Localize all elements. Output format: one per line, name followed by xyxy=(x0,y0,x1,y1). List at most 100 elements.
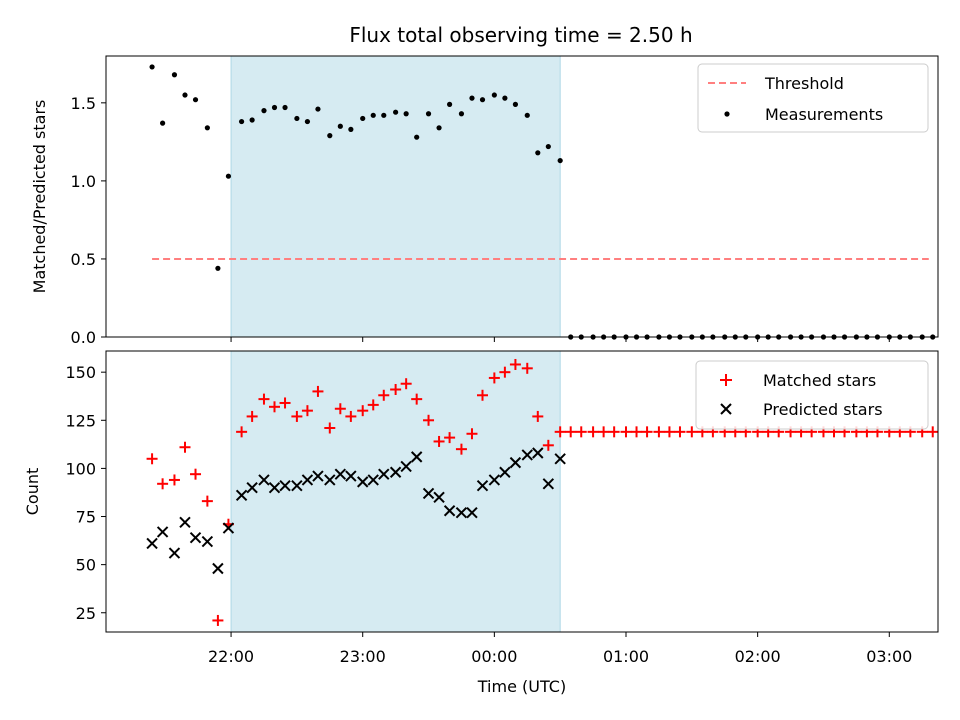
measurement-point xyxy=(512,101,519,107)
measurement-point xyxy=(381,112,387,118)
matched-star-point xyxy=(212,614,224,626)
measurement-point xyxy=(282,104,288,111)
matched-star-point xyxy=(279,397,291,409)
legend-measurement-label: Measurements xyxy=(765,105,883,124)
y-tick-label: 50 xyxy=(76,556,96,575)
matched-star-point xyxy=(179,441,191,453)
legend-box xyxy=(695,360,929,430)
matched-star-point xyxy=(674,426,686,438)
matched-star-point xyxy=(631,426,643,438)
measurement-point xyxy=(315,106,321,112)
measurement-point xyxy=(271,104,278,111)
matched-star-point xyxy=(477,389,489,401)
matched-star-point xyxy=(444,432,456,444)
matched-star-point xyxy=(291,410,303,422)
predicted-star-point xyxy=(168,547,181,559)
measurement-point xyxy=(204,125,210,131)
matched-star-point xyxy=(378,389,390,401)
predicted-star-point xyxy=(146,537,158,550)
matched-star-point xyxy=(367,399,379,411)
top-shaded-span xyxy=(230,55,561,338)
matched-star-point xyxy=(532,410,544,422)
matched-star-point xyxy=(499,366,511,378)
matched-star-point xyxy=(345,410,357,422)
predicted-star-point xyxy=(268,481,281,494)
measurement-point xyxy=(249,117,255,123)
count-points xyxy=(146,358,939,626)
predicted-star-point xyxy=(389,466,402,478)
matched-star-point xyxy=(575,426,587,438)
measurement-point xyxy=(557,157,563,164)
matched-star-point xyxy=(269,401,281,413)
predicted-star-point xyxy=(488,474,501,486)
predicted-star-point xyxy=(345,470,357,482)
matched-star-point xyxy=(146,453,158,465)
predicted-star-point xyxy=(222,522,235,534)
predicted-star-point xyxy=(532,447,544,459)
matched-star-point xyxy=(301,405,313,417)
measurement-point xyxy=(215,265,221,271)
matched-star-point xyxy=(400,378,412,390)
matched-star-point xyxy=(246,410,258,422)
predicted-star-point xyxy=(400,460,412,473)
measurement-point xyxy=(491,92,497,98)
predicted-star-point xyxy=(235,489,248,502)
measurement-point xyxy=(360,115,366,122)
measurement-point xyxy=(458,111,465,117)
measurement-point xyxy=(535,150,541,156)
legend-matched-label: Matched stars xyxy=(763,371,876,390)
measurement-point xyxy=(436,125,442,131)
matched-star-point xyxy=(411,393,423,405)
matched-star-point xyxy=(334,403,346,415)
matched-star-point xyxy=(488,372,500,384)
predicted-star-point xyxy=(279,480,291,492)
bottom-y-axis-label: Count xyxy=(23,468,42,516)
measurement-point xyxy=(238,118,245,125)
matched-star-point xyxy=(201,495,213,507)
measurement-points xyxy=(149,64,936,340)
predicted-star-point xyxy=(334,468,347,480)
y-tick-label: 150 xyxy=(65,363,96,382)
matched-star-point xyxy=(521,362,533,374)
legend-measurement-swatch xyxy=(724,111,730,117)
predicted-star-point xyxy=(455,506,468,519)
matched-star-point xyxy=(423,414,435,426)
matched-star-point xyxy=(554,426,566,438)
matched-star-point xyxy=(236,426,248,438)
bottom-panel: 25 50 75 100 125 150 22:00 23:00 00:00 01:00 02:0… xyxy=(23,350,939,696)
measurement-point xyxy=(524,112,530,118)
legend-threshold-label: Threshold xyxy=(764,74,844,93)
matched-star-point xyxy=(312,385,324,397)
measurement-point xyxy=(149,64,155,70)
legend-predicted-label: Predicted stars xyxy=(763,400,883,419)
y-tick-label: 0.0 xyxy=(71,328,96,347)
predicted-star-point xyxy=(324,474,336,486)
matched-star-point xyxy=(663,426,675,438)
matched-star-point xyxy=(587,426,599,438)
predicted-star-point xyxy=(422,487,435,500)
x-axis-label: Time (UTC) xyxy=(477,677,566,696)
measurement-point xyxy=(261,108,267,114)
matched-star-point xyxy=(168,474,180,486)
predicted-star-point xyxy=(554,453,566,465)
y-tick-label: 100 xyxy=(65,459,96,478)
chart-title: Flux total observing time = 2.50 h xyxy=(349,23,692,47)
predicted-star-point xyxy=(499,466,511,478)
y-tick-label: 25 xyxy=(76,604,96,623)
matched-star-point xyxy=(357,405,369,417)
matched-star-point xyxy=(455,443,467,455)
bottom-plot-frame xyxy=(105,350,939,633)
measurement-point xyxy=(182,92,188,98)
matched-star-point xyxy=(324,422,336,434)
measurement-point xyxy=(425,111,432,117)
predicted-star-point xyxy=(312,470,324,482)
y-tick-label: 125 xyxy=(65,411,96,430)
predicted-star-point xyxy=(291,480,303,492)
predicted-star-point xyxy=(433,491,445,503)
top-legend: Threshold Measurements xyxy=(697,63,929,133)
predicted-star-point xyxy=(357,476,369,488)
top-plot-frame xyxy=(105,55,939,338)
matched-star-point xyxy=(542,439,554,451)
measurement-point xyxy=(414,134,420,140)
